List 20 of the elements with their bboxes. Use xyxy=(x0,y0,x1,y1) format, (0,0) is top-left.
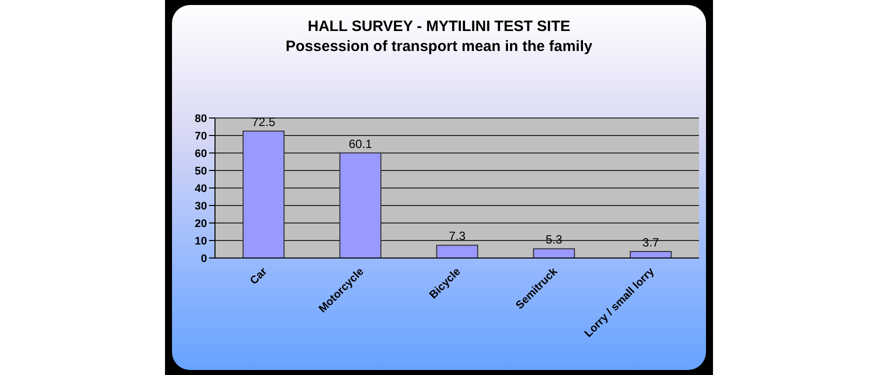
bar xyxy=(242,130,285,258)
bar xyxy=(630,251,672,258)
bar xyxy=(339,152,382,258)
y-tick-label: 10 xyxy=(194,235,207,248)
y-tick-label: 40 xyxy=(194,182,207,195)
y-tick-label: 20 xyxy=(194,218,207,230)
y-tick-label: 30 xyxy=(194,200,207,212)
y-tick-label: 60 xyxy=(194,148,207,160)
y-tick-label: 50 xyxy=(194,165,207,178)
data-label: 60.1 xyxy=(348,136,372,151)
data-label: 72.5 xyxy=(252,115,276,130)
chart-title: HALL SURVEY - MYTILINI TEST SITE xyxy=(306,17,572,37)
chart-subtitle: Possession of transport mean in the family xyxy=(284,37,594,57)
bar xyxy=(532,248,575,258)
y-tick-label: 0 xyxy=(200,252,207,265)
y-tick-label: 70 xyxy=(194,130,207,142)
x-tick-label: Car xyxy=(248,265,270,288)
data-label: 7.3 xyxy=(448,229,466,244)
y-tick-label: 80 xyxy=(194,112,207,125)
bar xyxy=(436,244,478,258)
